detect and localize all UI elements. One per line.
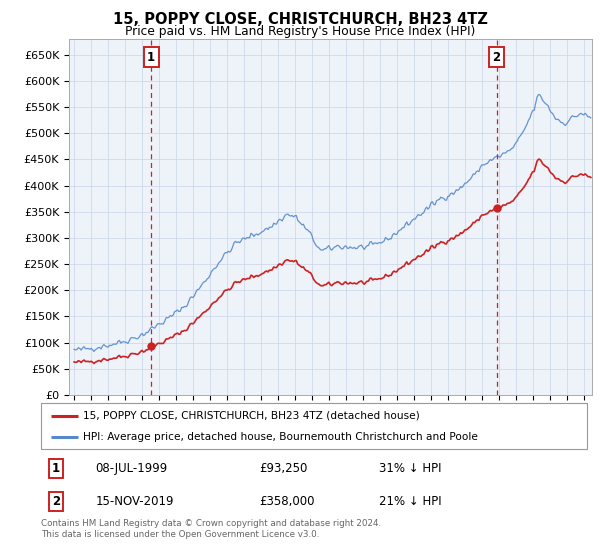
Text: 1: 1 [147,50,155,64]
Text: 21% ↓ HPI: 21% ↓ HPI [379,495,442,508]
FancyBboxPatch shape [41,403,587,449]
Text: Contains HM Land Registry data © Crown copyright and database right 2024.
This d: Contains HM Land Registry data © Crown c… [41,519,381,539]
Text: 15, POPPY CLOSE, CHRISTCHURCH, BH23 4TZ: 15, POPPY CLOSE, CHRISTCHURCH, BH23 4TZ [113,12,487,27]
Text: Price paid vs. HM Land Registry's House Price Index (HPI): Price paid vs. HM Land Registry's House … [125,25,475,38]
Text: 15, POPPY CLOSE, CHRISTCHURCH, BH23 4TZ (detached house): 15, POPPY CLOSE, CHRISTCHURCH, BH23 4TZ … [83,410,420,421]
Text: 1: 1 [52,461,60,475]
Text: HPI: Average price, detached house, Bournemouth Christchurch and Poole: HPI: Average price, detached house, Bour… [83,432,478,442]
Text: 2: 2 [493,50,500,64]
Text: 08-JUL-1999: 08-JUL-1999 [95,461,167,475]
Text: 15-NOV-2019: 15-NOV-2019 [95,495,174,508]
Text: £93,250: £93,250 [259,461,308,475]
Text: £358,000: £358,000 [259,495,314,508]
Text: 2: 2 [52,495,60,508]
Text: 31% ↓ HPI: 31% ↓ HPI [379,461,442,475]
